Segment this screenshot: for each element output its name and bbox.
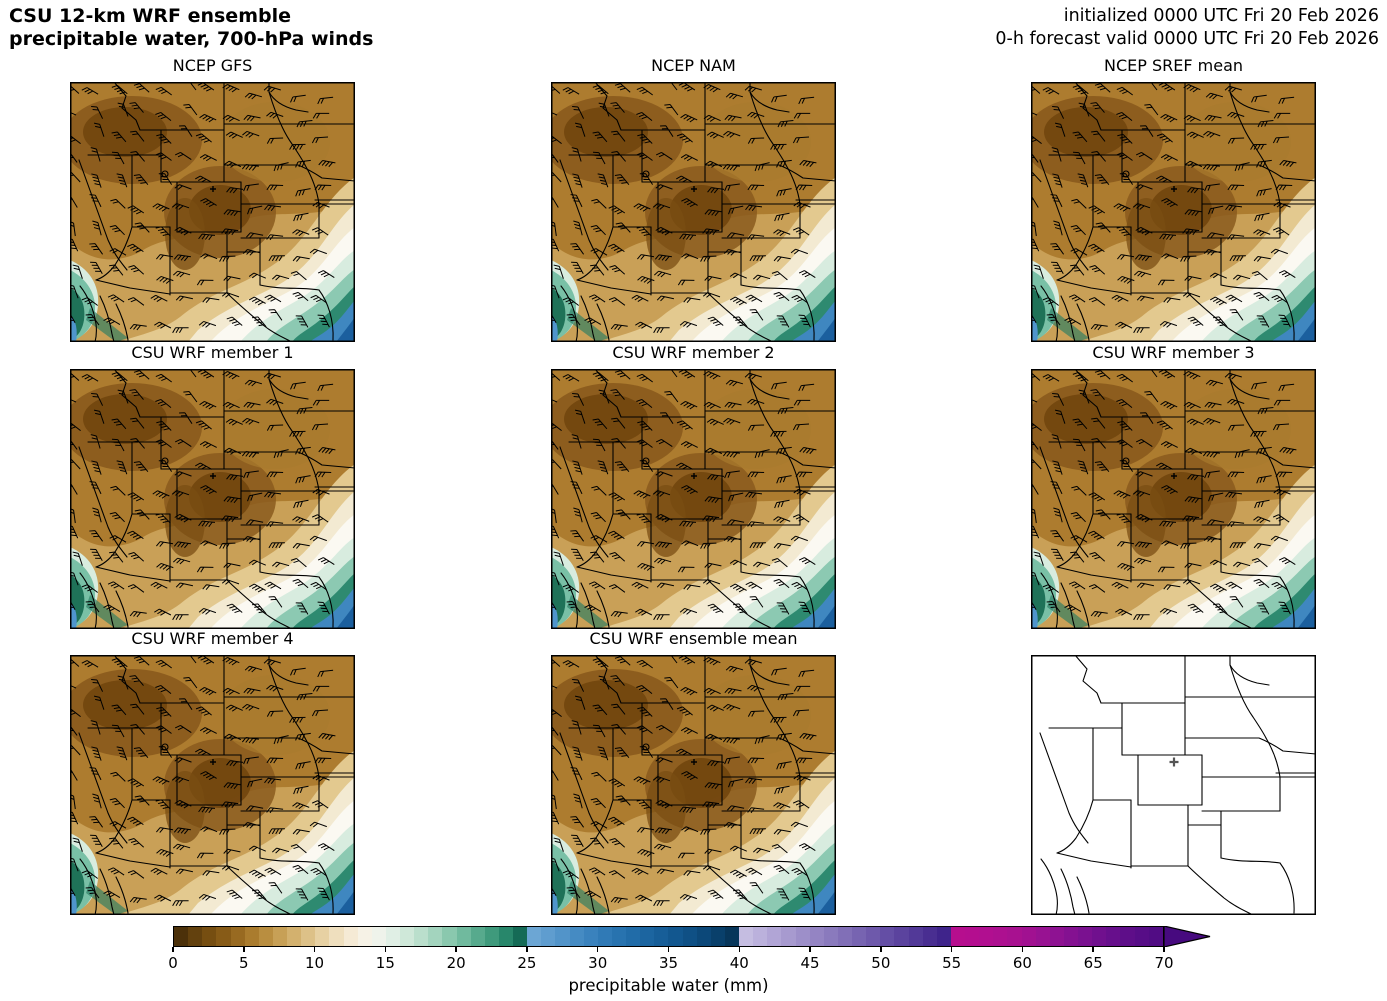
outline-map-canvas bbox=[1031, 655, 1316, 915]
colorbar-tick bbox=[1092, 947, 1094, 952]
pw-map-canvas bbox=[70, 369, 355, 629]
colorbar-tick bbox=[526, 947, 528, 952]
colorbar-tick bbox=[596, 947, 599, 952]
colorbar-tick bbox=[1163, 947, 1165, 952]
colorbar-tick bbox=[455, 947, 457, 952]
colorbar-tick bbox=[313, 947, 316, 952]
colorbar-tick-label: 40 bbox=[729, 954, 749, 972]
panel-title: CSU WRF member 4 bbox=[131, 629, 294, 648]
panel-csu-wrf-member-4: CSU WRF member 4 bbox=[70, 629, 355, 915]
panel-title: CSU WRF member 1 bbox=[131, 343, 294, 362]
colorbar-extend-arrow bbox=[1164, 926, 1211, 947]
pw-map-canvas bbox=[1031, 82, 1316, 342]
colorbar-tick bbox=[880, 947, 882, 952]
colorbar-tick bbox=[1021, 947, 1024, 952]
colorbar-tick-label: 30 bbox=[588, 954, 608, 972]
colorbar-tick bbox=[172, 947, 174, 952]
colorbar-tick-label: 50 bbox=[871, 954, 891, 972]
pw-map-canvas bbox=[70, 655, 355, 915]
panel-title: CSU WRF member 2 bbox=[612, 343, 775, 362]
panel-ncep-sref-mean: NCEP SREF mean bbox=[1031, 56, 1316, 342]
init-time-text: initialized 0000 UTC Fri 20 Feb 2026 bbox=[1063, 6, 1379, 26]
valid-time-text: 0-h forecast valid 0000 UTC Fri 20 Feb 2… bbox=[995, 29, 1379, 49]
pw-map-canvas bbox=[551, 655, 836, 915]
colorbar-tick-label: 25 bbox=[517, 954, 537, 972]
figure-title-line2: precipitable water, 700-hPa winds bbox=[9, 28, 374, 50]
colorbar-tick-label: 0 bbox=[168, 954, 178, 972]
pw-map-canvas bbox=[551, 82, 836, 342]
colorbar-tick-label: 70 bbox=[1154, 954, 1174, 972]
colorbar-tick bbox=[738, 947, 741, 952]
figure-title-line1: CSU 12-km WRF ensemble bbox=[9, 5, 291, 27]
colorbar-tick-label: 20 bbox=[446, 954, 466, 972]
panel-csu-wrf-ensemble-mean: CSU WRF ensemble mean bbox=[551, 629, 836, 915]
colorbar-tick-label: 5 bbox=[239, 954, 249, 972]
figure-title: CSU 12-km WRF ensemble precipitable wate… bbox=[9, 5, 373, 51]
panel-title bbox=[1031, 629, 1316, 651]
panel-title: NCEP GFS bbox=[172, 56, 253, 75]
colorbar-tick bbox=[384, 947, 387, 952]
colorbar-tick-label: 55 bbox=[942, 954, 962, 972]
colorbar-tick-label: 10 bbox=[305, 954, 325, 972]
panel-blank-outline bbox=[1031, 629, 1316, 915]
panel-title: NCEP NAM bbox=[651, 56, 736, 75]
panel-ncep-gfs: NCEP GFS bbox=[70, 56, 355, 342]
colorbar-tick-label: 65 bbox=[1083, 954, 1103, 972]
panel-title: CSU WRF member 3 bbox=[1092, 343, 1255, 362]
colorbar-axis-label: precipitable water (mm) bbox=[568, 976, 769, 995]
pw-map-canvas bbox=[70, 82, 355, 342]
colorbar-tick-label: 60 bbox=[1012, 954, 1032, 972]
colorbar-gradient bbox=[173, 926, 1164, 947]
panel-csu-wrf-member-1: CSU WRF member 1 bbox=[70, 343, 355, 629]
colorbar-tick bbox=[950, 947, 953, 952]
panel-title: NCEP SREF mean bbox=[1103, 56, 1244, 75]
colorbar-tick-label: 45 bbox=[800, 954, 820, 972]
colorbar: 0 5 10 15 20 25 30 35 40 45 50 55 60 65 70 precipitabl… bbox=[168, 926, 1263, 998]
panel-title: CSU WRF ensemble mean bbox=[589, 629, 798, 648]
panel-csu-wrf-member-3: CSU WRF member 3 bbox=[1031, 343, 1316, 629]
pw-map-canvas bbox=[551, 369, 836, 629]
colorbar-tick-label: 35 bbox=[658, 954, 679, 972]
colorbar-tick bbox=[667, 947, 670, 952]
panel-ncep-nam: NCEP NAM bbox=[551, 56, 836, 342]
panel-csu-wrf-member-2: CSU WRF member 2 bbox=[551, 343, 836, 629]
colorbar-tick bbox=[243, 947, 245, 952]
initialization-info: initialized 0000 UTC Fri 20 Feb 2026 0-h… bbox=[995, 5, 1379, 51]
pw-map-canvas bbox=[1031, 369, 1316, 629]
colorbar-tick bbox=[809, 947, 811, 952]
colorbar-tick-label: 15 bbox=[375, 954, 395, 972]
